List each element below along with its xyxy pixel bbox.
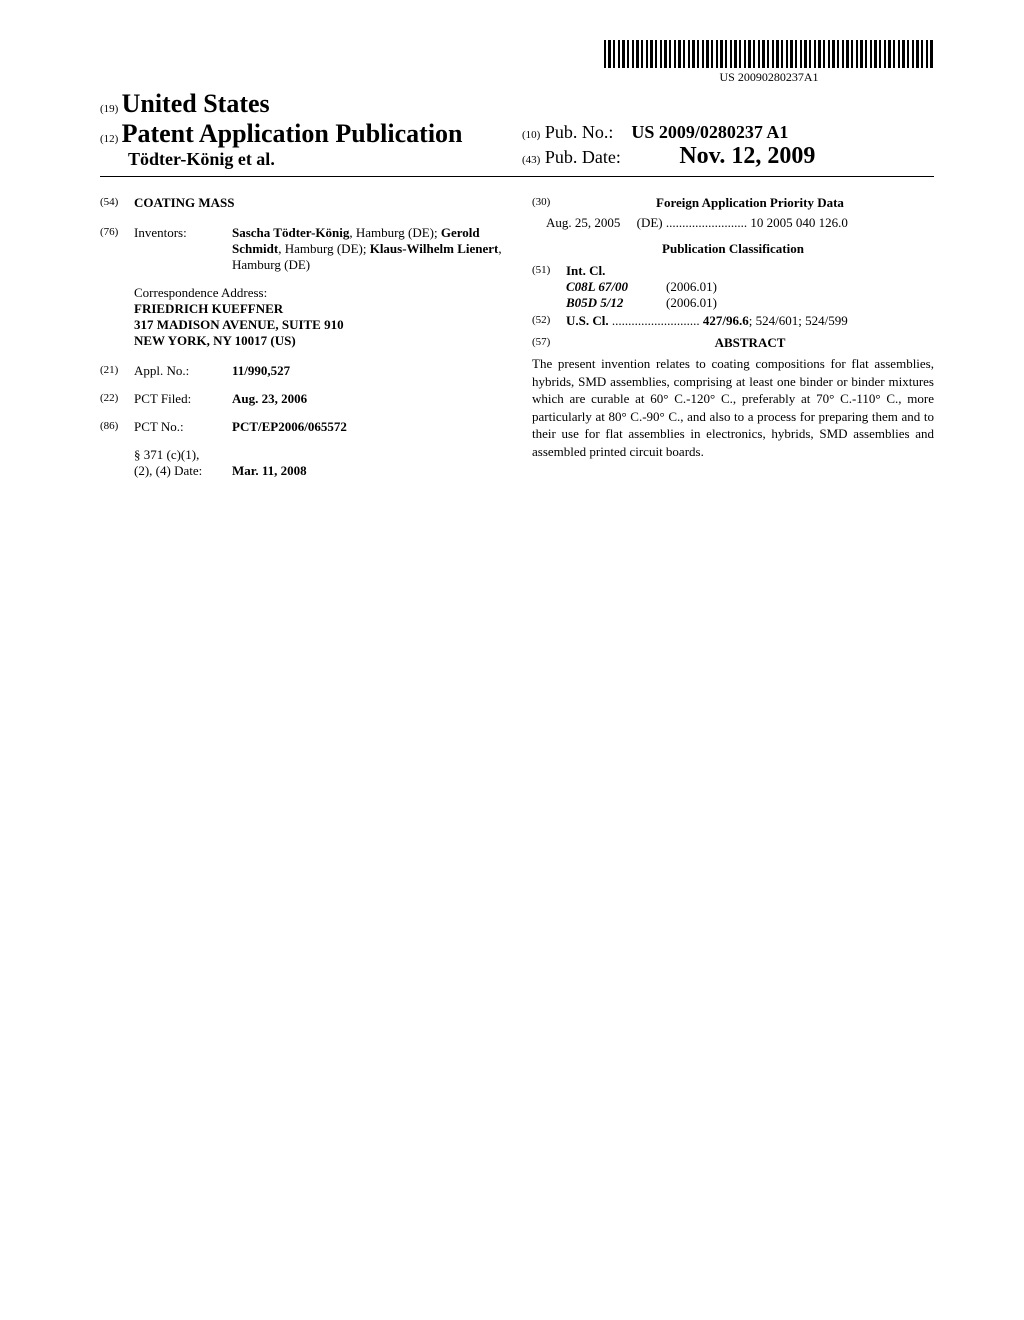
publication-type: Patent Application Publication (122, 119, 463, 148)
invention-title: COATING MASS (134, 195, 235, 211)
inventors-label: Inventors: (134, 225, 232, 241)
code-22: (22) (100, 391, 134, 404)
uscl-dots: ........................... (612, 313, 700, 328)
foreign-country: (DE) (637, 215, 663, 230)
s371-label: § 371 (c)(1), (2), (4) Date: (134, 447, 232, 479)
foreign-heading-row: (30) Foreign Application Priority Data (532, 195, 934, 211)
barcode-lines (604, 40, 934, 68)
pct-no-label: PCT No.: (134, 419, 232, 435)
foreign-heading: Foreign Application Priority Data (566, 195, 934, 211)
s371-label1: § 371 (c)(1), (134, 447, 232, 463)
correspondence-addr1: 317 MADISON AVENUE, SUITE 910 (134, 317, 502, 333)
pct-filed-row: (22) PCT Filed: Aug. 23, 2006 (100, 391, 502, 407)
code-52: (52) (532, 313, 566, 326)
pub-no: US 2009/0280237 A1 (631, 122, 788, 142)
intcl-code-0: C08L 67/00 (566, 279, 666, 295)
patent-page: US 20090280237A1 (19) United States (12)… (0, 0, 1024, 531)
code-51: (51) (532, 263, 566, 276)
uscl-label: U.S. Cl. (566, 313, 609, 328)
pct-filed: Aug. 23, 2006 (232, 391, 502, 407)
abstract-heading: ABSTRACT (566, 335, 934, 351)
intcl-code-1: B05D 5/12 (566, 295, 666, 311)
authors: Tödter-König et al. (128, 149, 275, 169)
left-column: (54) COATING MASS (76) Inventors: Sascha… (100, 195, 502, 491)
country: United States (122, 89, 270, 118)
header-left: (19) United States (12) Patent Applicati… (100, 89, 512, 170)
code-19: (19) (100, 103, 118, 115)
intcl-row-0: C08L 67/00 (2006.01) (566, 279, 934, 295)
foreign-dots: ......................... (666, 215, 747, 230)
uscl-bold: 427/96.6 (703, 313, 749, 328)
header-row: (19) United States (12) Patent Applicati… (100, 89, 934, 177)
authors-line: Tödter-König et al. (100, 149, 512, 170)
title-row: (54) COATING MASS (100, 195, 502, 211)
abstract-heading-row: (57) ABSTRACT (532, 335, 934, 351)
foreign-no: 10 2005 040 126.0 (750, 215, 848, 230)
correspondence-block: Correspondence Address: FRIEDRICH KUEFFN… (134, 285, 502, 349)
intcl-row-1: B05D 5/12 (2006.01) (566, 295, 934, 311)
abstract-text: The present invention relates to coating… (532, 355, 934, 460)
pub-date-line: (43) Pub. Date: Nov. 12, 2009 (522, 143, 934, 170)
uscl-row: (52) U.S. Cl. ..........................… (532, 313, 934, 329)
body-columns: (54) COATING MASS (76) Inventors: Sascha… (100, 195, 934, 491)
code-76: (76) (100, 225, 134, 238)
code-10: (10) (522, 129, 540, 141)
intcl-ver-1: (2006.01) (666, 295, 717, 311)
barcode-text: US 20090280237A1 (604, 70, 934, 85)
inventor-loc-1: , Hamburg (DE); (278, 241, 369, 256)
right-column: (30) Foreign Application Priority Data A… (532, 195, 934, 491)
pub-class-heading: Publication Classification (532, 241, 934, 257)
intcl-label: Int. Cl. (566, 263, 934, 279)
code-57: (57) (532, 335, 566, 348)
code-43: (43) (522, 154, 540, 166)
correspondence-addr2: NEW YORK, NY 10017 (US) (134, 333, 502, 349)
inventor-name-2: Klaus-Wilhelm Lienert (370, 241, 499, 256)
pub-no-label: Pub. No.: (545, 122, 614, 142)
inventors-value: Sascha Tödter-König, Hamburg (DE); Gerol… (232, 225, 502, 273)
code-12: (12) (100, 133, 118, 145)
foreign-date: Aug. 25, 2005 (546, 215, 620, 230)
code-54: (54) (100, 195, 134, 208)
intcl-block: Int. Cl. C08L 67/00 (2006.01) B05D 5/12 … (566, 263, 934, 311)
code-21: (21) (100, 363, 134, 376)
header-right: (10) Pub. No.: US 2009/0280237 A1 (43) P… (512, 122, 934, 170)
pub-date-label: Pub. Date: (545, 147, 621, 167)
inventors-row: (76) Inventors: Sascha Tödter-König, Ham… (100, 225, 502, 273)
intcl-row: (51) Int. Cl. C08L 67/00 (2006.01) B05D … (532, 263, 934, 311)
code-86: (86) (100, 419, 134, 432)
pct-no-row: (86) PCT No.: PCT/EP2006/065572 (100, 419, 502, 435)
country-line: (19) United States (100, 89, 512, 119)
s371-spacer (100, 447, 134, 448)
s371-row: § 371 (c)(1), (2), (4) Date: Mar. 11, 20… (100, 447, 502, 479)
uscl-rest: ; 524/601; 524/599 (749, 313, 848, 328)
barcode-block: US 20090280237A1 (100, 40, 934, 85)
uscl-value: U.S. Cl. ........................... 427… (566, 313, 934, 329)
inventor-loc-0: , Hamburg (DE); (349, 225, 440, 240)
inventor-name-0: Sascha Tödter-König (232, 225, 349, 240)
pub-type-line: (12) Patent Application Publication (100, 119, 512, 149)
s371-date: Mar. 11, 2008 (232, 463, 502, 479)
correspondence-label: Correspondence Address: (134, 285, 502, 301)
pub-date: Nov. 12, 2009 (679, 143, 815, 169)
appl-no-label: Appl. No.: (134, 363, 232, 379)
code-30: (30) (532, 195, 566, 208)
correspondence-name: FRIEDRICH KUEFFNER (134, 301, 502, 317)
barcode: US 20090280237A1 (604, 40, 934, 85)
pub-no-line: (10) Pub. No.: US 2009/0280237 A1 (522, 122, 934, 143)
pct-no: PCT/EP2006/065572 (232, 419, 502, 435)
intcl-ver-0: (2006.01) (666, 279, 717, 295)
s371-label2: (2), (4) Date: (134, 463, 232, 479)
appl-no: 11/990,527 (232, 363, 502, 379)
foreign-data-row: Aug. 25, 2005 (DE) .....................… (546, 215, 934, 231)
appl-no-row: (21) Appl. No.: 11/990,527 (100, 363, 502, 379)
pct-filed-label: PCT Filed: (134, 391, 232, 407)
